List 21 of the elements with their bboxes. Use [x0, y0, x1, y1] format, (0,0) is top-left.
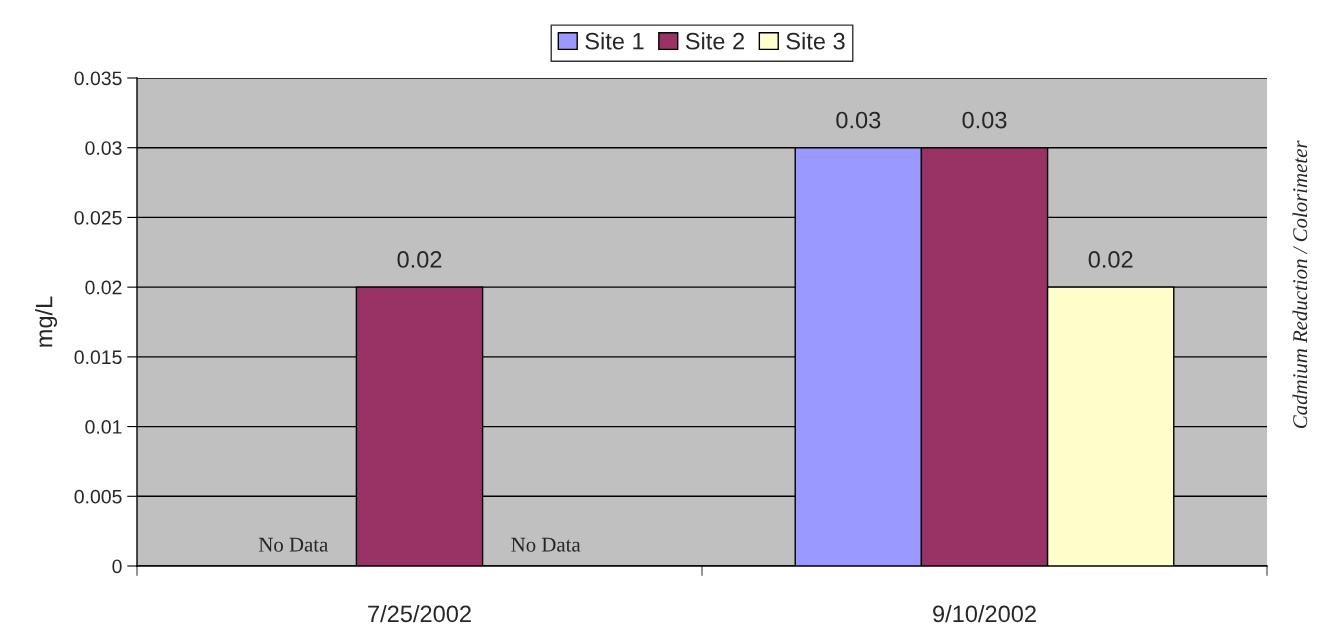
y-axis-title: mg/L — [35, 296, 58, 347]
data-label: 0.02 — [397, 251, 442, 268]
y-tick-label: 0 — [112, 559, 122, 574]
y-tick-label: 0.03 — [85, 141, 122, 155]
y-tick-label: 0.02 — [85, 280, 122, 295]
text: Cadmium Reduction / Colorimeter — [1292, 140, 1308, 429]
text: No Data — [511, 537, 581, 552]
x-tick-label: 7/25/2002 — [368, 604, 471, 623]
y-tick-label: 0.015 — [74, 350, 122, 365]
y-tick-label: 0.035 — [74, 71, 122, 86]
y-tick-label: 0.005 — [74, 489, 122, 504]
legend-label: Site 3 — [786, 32, 845, 50]
y-tick-label: 0.025 — [74, 210, 122, 225]
y-tick-label: 0.01 — [85, 420, 122, 434]
text: No Data — [258, 537, 329, 552]
legend-label: Site 2 — [685, 32, 744, 50]
legend-label: Site 1 — [585, 32, 644, 50]
data-label: 0.03 — [962, 111, 1007, 129]
data-label: 0.02 — [1088, 251, 1133, 268]
data-label: 0.03 — [836, 111, 881, 129]
x-tick-label: 9/10/2002 — [933, 604, 1036, 623]
